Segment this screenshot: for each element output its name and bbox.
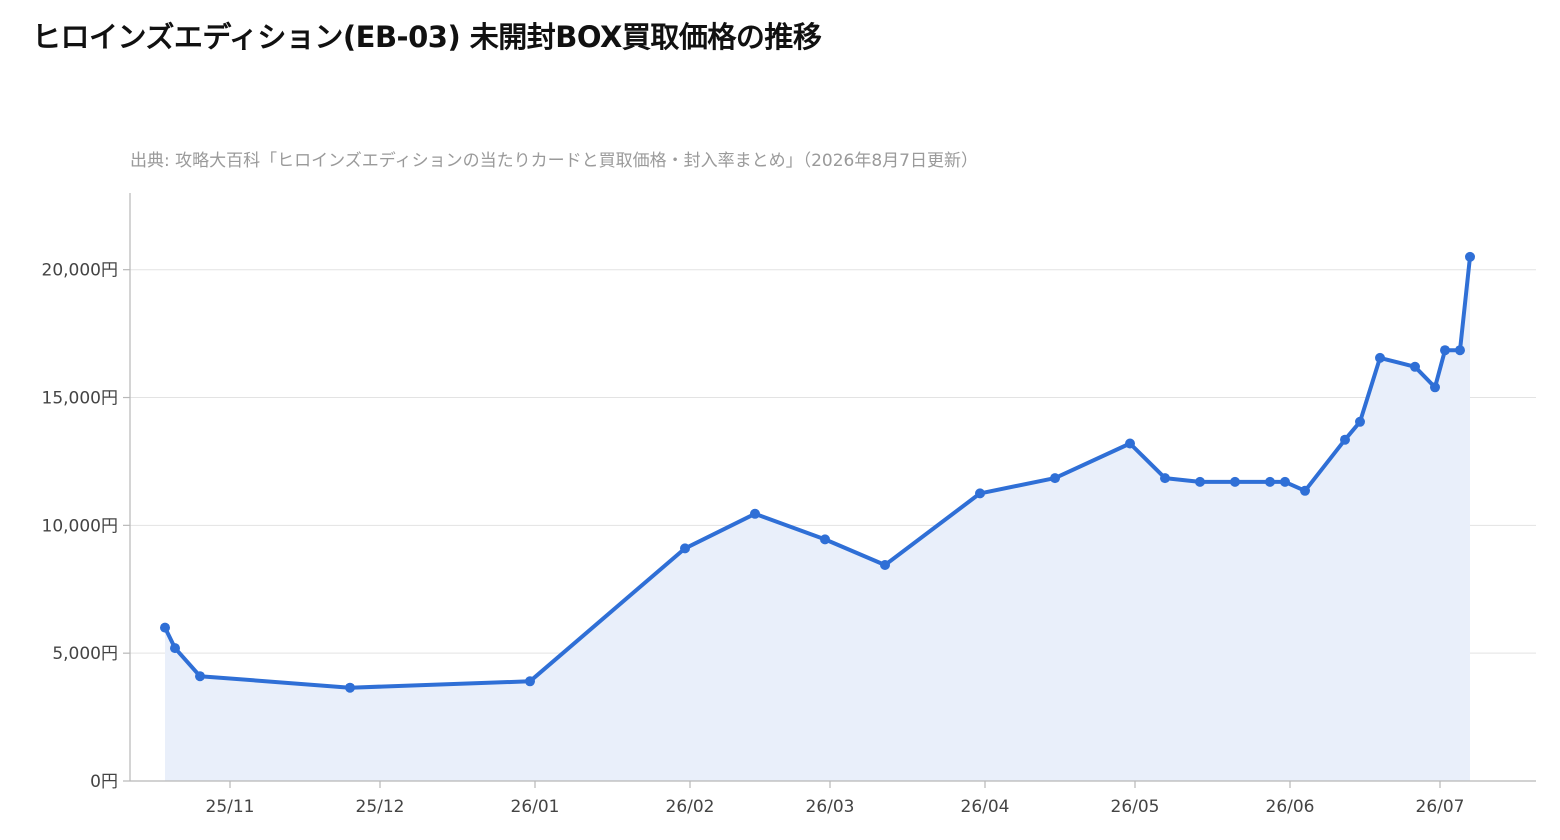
data-point[interactable] xyxy=(345,682,355,693)
y-axis-ticks: 0円 5,000円 10,000円 15,000円 20,000円 xyxy=(42,261,130,792)
y-tick-label: 0円 xyxy=(90,772,118,792)
x-tick-label: 26/01 xyxy=(511,797,560,817)
data-point[interactable] xyxy=(195,671,205,682)
data-point[interactable] xyxy=(160,622,170,633)
x-tick-label: 26/05 xyxy=(1111,797,1160,817)
data-point[interactable] xyxy=(170,643,180,654)
data-point[interactable] xyxy=(680,543,690,554)
data-point[interactable] xyxy=(1455,345,1465,356)
y-tick-label: 10,000円 xyxy=(42,516,118,536)
x-tick-label: 26/03 xyxy=(806,797,855,817)
data-point[interactable] xyxy=(1300,485,1310,496)
y-tick-label: 20,000円 xyxy=(42,261,118,281)
chart-title: ヒロインズエディション(EB-03) 未開封BOX買取価格の推移 xyxy=(32,20,822,54)
x-tick-label: 26/02 xyxy=(666,797,715,817)
x-tick-label: 26/07 xyxy=(1416,797,1465,817)
data-point[interactable] xyxy=(525,676,535,687)
data-point[interactable] xyxy=(1440,345,1450,356)
data-point[interactable] xyxy=(1355,416,1365,427)
data-point[interactable] xyxy=(1050,473,1060,484)
data-point[interactable] xyxy=(1410,361,1420,372)
data-point[interactable] xyxy=(975,488,985,499)
x-axis-ticks: 25/11 25/12 26/01 26/02 26/03 26/04 26/05 26/06… xyxy=(206,781,1465,817)
data-point[interactable] xyxy=(1280,476,1290,487)
data-point[interactable] xyxy=(1375,352,1385,363)
x-tick-label: 25/12 xyxy=(356,797,405,817)
data-point[interactable] xyxy=(1195,476,1205,487)
data-point[interactable] xyxy=(820,534,830,545)
price-area-fill xyxy=(165,256,1470,781)
data-point[interactable] xyxy=(750,508,760,519)
data-point[interactable] xyxy=(1160,473,1170,484)
data-point[interactable] xyxy=(1465,251,1475,262)
data-point[interactable] xyxy=(1340,434,1350,445)
y-tick-label: 5,000円 xyxy=(52,644,118,664)
data-point[interactable] xyxy=(1125,438,1135,449)
y-tick-label: 15,000円 xyxy=(42,389,118,409)
data-point[interactable] xyxy=(1230,476,1240,487)
data-point[interactable] xyxy=(1265,476,1275,487)
price-data-points xyxy=(160,251,1475,693)
x-tick-label: 26/04 xyxy=(961,797,1010,817)
data-point[interactable] xyxy=(1430,382,1440,393)
x-tick-label: 26/06 xyxy=(1266,797,1315,817)
price-series-line xyxy=(163,254,1472,690)
chart-source-note: 出典: 攻略大百科「ヒロインズエディションの当たりカードと買取価格・封入率まとめ… xyxy=(130,151,978,171)
data-point[interactable] xyxy=(880,560,890,570)
x-tick-label: 25/11 xyxy=(206,797,255,817)
